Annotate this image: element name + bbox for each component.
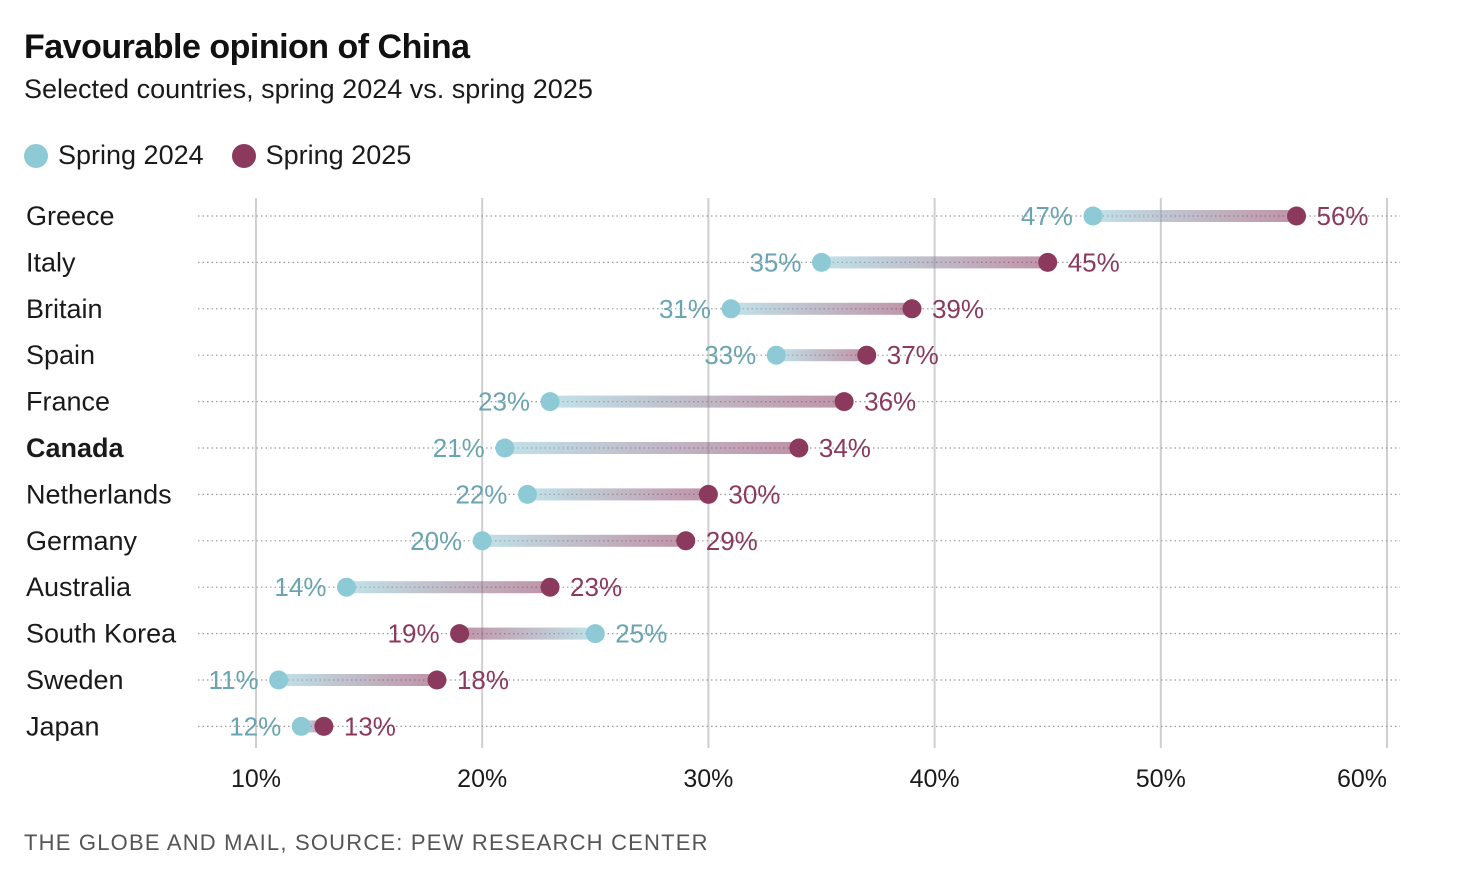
chart-subtitle: Selected countries, spring 2024 vs. spri… bbox=[24, 74, 593, 104]
connector-bar bbox=[821, 256, 1048, 269]
legend-label-spring-2024: Spring 2024 bbox=[58, 140, 204, 170]
value-label-spring-2025: 37% bbox=[887, 340, 939, 370]
x-tick-label: 60% bbox=[1337, 765, 1387, 793]
legend-swatch-spring-2025 bbox=[231, 143, 256, 168]
value-label-spring-2025: 30% bbox=[728, 479, 780, 509]
dot-spring-2024 bbox=[721, 299, 741, 319]
dot-spring-2025 bbox=[698, 484, 718, 504]
dot-spring-2025 bbox=[450, 624, 470, 644]
value-label-spring-2024: 22% bbox=[455, 479, 507, 509]
value-label-spring-2025: 56% bbox=[1317, 201, 1369, 231]
connector-bar bbox=[459, 627, 596, 640]
connector-bar bbox=[550, 395, 845, 408]
connector-bar bbox=[776, 349, 867, 362]
country-label: Australia bbox=[26, 572, 132, 602]
country-label: Greece bbox=[26, 201, 115, 231]
value-label-spring-2024: 21% bbox=[433, 433, 485, 463]
value-label-spring-2025: 45% bbox=[1068, 247, 1120, 277]
value-label-spring-2024: 47% bbox=[1021, 201, 1073, 231]
dot-spring-2024 bbox=[540, 392, 560, 412]
connector-bar bbox=[504, 442, 799, 454]
legend-label-spring-2025: Spring 2025 bbox=[265, 140, 412, 170]
connector-bar bbox=[278, 674, 437, 686]
dot-spring-2025 bbox=[427, 670, 447, 690]
value-label-spring-2025: 36% bbox=[864, 387, 916, 417]
dot-spring-2024 bbox=[291, 716, 311, 736]
source-note: THE GLOBE AND MAIL, SOURCE: PEW RESEARCH… bbox=[24, 830, 709, 855]
value-label-spring-2024: 35% bbox=[749, 247, 801, 277]
country-label: Spain bbox=[26, 340, 95, 370]
country-label: Sweden bbox=[26, 665, 124, 695]
dot-spring-2024 bbox=[336, 577, 356, 597]
chart-title: Favourable opinion of China bbox=[24, 28, 470, 66]
value-label-spring-2024: 11% bbox=[209, 665, 259, 695]
value-label-spring-2024: 25% bbox=[615, 619, 667, 649]
connector-bar bbox=[346, 581, 551, 594]
country-label: Germany bbox=[26, 526, 138, 556]
value-label-spring-2025: 13% bbox=[344, 711, 396, 741]
dot-spring-2025 bbox=[1038, 252, 1058, 272]
x-tick-label: 20% bbox=[457, 765, 507, 793]
country-label: Italy bbox=[26, 247, 76, 277]
connector-bar bbox=[1092, 210, 1297, 222]
dot-spring-2024 bbox=[812, 252, 831, 272]
dot-spring-2024 bbox=[1083, 206, 1103, 226]
dot-spring-2025 bbox=[857, 345, 877, 365]
legend-item-spring-2024: Spring 2024 bbox=[24, 140, 204, 171]
value-label-spring-2025: 39% bbox=[932, 294, 984, 324]
value-label-spring-2025: 23% bbox=[570, 572, 622, 602]
country-label: Japan bbox=[26, 711, 100, 741]
dot-spring-2024 bbox=[495, 438, 515, 458]
country-label: France bbox=[26, 387, 110, 417]
connector-bar bbox=[731, 302, 912, 315]
value-label-spring-2024: 33% bbox=[704, 340, 756, 370]
value-label-spring-2024: 31% bbox=[659, 294, 711, 324]
value-label-spring-2025: 34% bbox=[819, 433, 871, 463]
value-label-spring-2025: 29% bbox=[706, 526, 758, 556]
dot-spring-2025 bbox=[540, 577, 560, 597]
value-label-spring-2025: 19% bbox=[388, 619, 440, 649]
dot-spring-2024 bbox=[766, 345, 786, 365]
value-label-spring-2024: 20% bbox=[410, 526, 462, 556]
country-label: Netherlands bbox=[26, 479, 172, 509]
legend: Spring 2024 Spring 2025 bbox=[24, 140, 439, 171]
dot-spring-2025 bbox=[902, 299, 922, 319]
dot-spring-2025 bbox=[789, 438, 809, 458]
value-label-spring-2024: 23% bbox=[478, 387, 530, 417]
country-label: Canada bbox=[26, 433, 125, 463]
legend-item-spring-2025: Spring 2025 bbox=[231, 140, 412, 171]
connector-bar bbox=[482, 534, 686, 547]
dot-spring-2024 bbox=[585, 624, 605, 644]
value-label-spring-2024: 12% bbox=[229, 711, 281, 741]
dot-spring-2025 bbox=[834, 392, 854, 412]
x-tick-label: 50% bbox=[1136, 765, 1186, 793]
country-label: South Korea bbox=[26, 619, 177, 649]
dot-spring-2025 bbox=[676, 531, 696, 551]
x-tick-label: 10% bbox=[231, 765, 281, 793]
dot-spring-2025 bbox=[314, 716, 334, 736]
dot-spring-2024 bbox=[472, 531, 492, 551]
x-tick-label: 40% bbox=[910, 765, 960, 793]
dot-spring-2024 bbox=[517, 484, 537, 504]
connector-bar bbox=[527, 488, 709, 501]
value-label-spring-2025: 18% bbox=[457, 665, 509, 695]
dot-spring-2025 bbox=[1287, 206, 1307, 226]
legend-swatch-spring-2024 bbox=[24, 143, 48, 168]
dot-spring-2024 bbox=[269, 670, 289, 690]
x-tick-label: 30% bbox=[683, 765, 733, 793]
value-label-spring-2024: 14% bbox=[274, 572, 326, 602]
country-label: Britain bbox=[26, 294, 103, 324]
